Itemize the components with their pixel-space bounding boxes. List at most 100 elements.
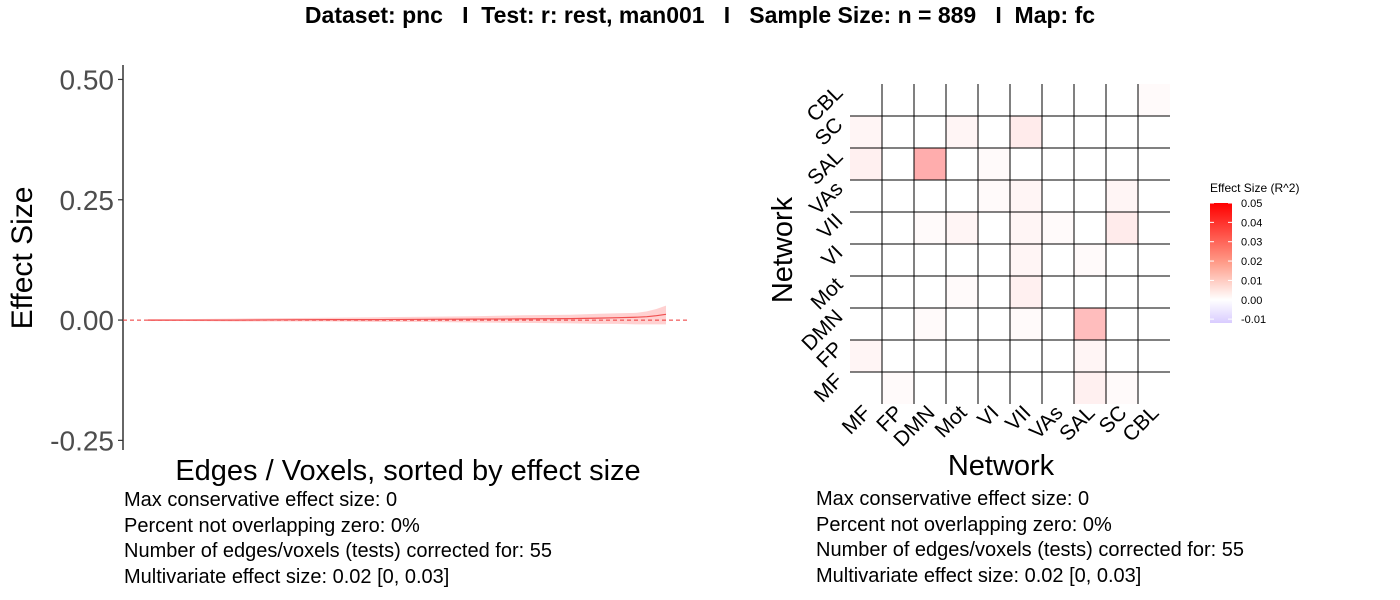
right-stats: Max conservative effect size: 0 Percent … [816, 487, 1244, 589]
heatmap-cell [1074, 308, 1106, 340]
heatmap-cell [850, 116, 882, 148]
heatmap-cell [1074, 84, 1106, 116]
heatmap-cell [1138, 244, 1170, 276]
heatmap-cell [1106, 148, 1138, 180]
heatmap-cell [1042, 180, 1074, 212]
legend-tick-label: 0.03 [1241, 237, 1262, 249]
heatmap-cell [946, 340, 978, 372]
heatmap-cell [850, 244, 882, 276]
heatmap-cell [914, 148, 946, 180]
heatmap-cell [850, 308, 882, 340]
heatmap-cell [882, 116, 914, 148]
heatmap-cells [850, 84, 1170, 404]
heatmap-cell [1074, 180, 1106, 212]
right-stat-multivariate: Multivariate effect size: 0.02 [0, 0.03] [816, 564, 1142, 587]
heatmap-cell [1042, 212, 1074, 244]
heatmap-cell [882, 148, 914, 180]
heatmap-cell [946, 276, 978, 308]
y-tick-label: -0.25 [50, 425, 114, 456]
heatmap-cell [914, 244, 946, 276]
heatmap-cell [978, 84, 1010, 116]
heatmap-x-tick-label: SAL [1055, 401, 1099, 445]
heatmap-cell [1010, 372, 1042, 404]
heatmap-cell [914, 372, 946, 404]
chart-title: Dataset: pnc I Test: r: rest, man001 I S… [304, 2, 1096, 28]
left-stats: Max conservative effect size: 0 Percent … [124, 488, 552, 590]
heatmap-cell [978, 180, 1010, 212]
legend-tick-label: 0.01 [1241, 275, 1262, 287]
heatmap-cell [1010, 340, 1042, 372]
color-legend: 0.05 0.04 0.03 0.02 0.01 0.00 -0.01 [1210, 198, 1266, 326]
heatmap-cell [882, 372, 914, 404]
heatmap-cell [1138, 372, 1170, 404]
heatmap-cell [1138, 212, 1170, 244]
heatmap-cell [1010, 180, 1042, 212]
x-axis-label: Edges / Voxels, sorted by effect size [175, 455, 640, 487]
heatmap-cell [978, 148, 1010, 180]
heatmap-cell [850, 340, 882, 372]
heatmap-x-axis-label: Network [948, 450, 1055, 482]
legend-tick-label: 0.02 [1241, 256, 1262, 268]
heatmap-cell [882, 340, 914, 372]
heatmap-cell [882, 180, 914, 212]
heatmap-cell [914, 276, 946, 308]
heatmap-cell [1042, 116, 1074, 148]
heatmap-cell [1106, 340, 1138, 372]
heatmap-cell [1106, 372, 1138, 404]
heatmap-cell [946, 212, 978, 244]
heatmap-cell [882, 84, 914, 116]
heatmap-cell [1042, 276, 1074, 308]
heatmap-cell [1106, 276, 1138, 308]
heatmap-cell [1106, 308, 1138, 340]
y-tick-label: 0.25 [60, 185, 115, 216]
heatmap-cell [1074, 340, 1106, 372]
heatmap-cell [1010, 276, 1042, 308]
heatmap-x-tick-label: MF [838, 401, 876, 439]
heatmap-cell [978, 276, 1010, 308]
effect-size-plot: 0.50 0.25 0.00 -0.25 Effect Size Edges / Vo… [6, 64, 690, 487]
left-stat-num-tests: Number of edges/voxels (tests) corrected… [124, 540, 552, 562]
heatmap-cell [882, 212, 914, 244]
heatmap-cell [946, 372, 978, 404]
heatmap-x-tick-label: CBL [1118, 401, 1163, 446]
heatmap-cell [850, 372, 882, 404]
heatmap-cell [914, 308, 946, 340]
heatmap-cell [1042, 308, 1074, 340]
heatmap-cell [946, 148, 978, 180]
heatmap-x-tick-label: VI [973, 401, 1003, 431]
heatmap-cell [1042, 372, 1074, 404]
heatmap-cell [1010, 148, 1042, 180]
heatmap-cell [946, 84, 978, 116]
heatmap-cell [850, 148, 882, 180]
right-stat-percent-not-overlapping: Percent not overlapping zero: 0% [816, 513, 1112, 536]
heatmap-cell [1074, 148, 1106, 180]
heatmap-cell [1138, 148, 1170, 180]
heatmap-cell [1138, 84, 1170, 116]
heatmap-cell [914, 84, 946, 116]
heatmap-y-tick-label: MF [810, 369, 848, 407]
heatmap-cell [946, 308, 978, 340]
heatmap-cell [850, 180, 882, 212]
heatmap-cell [978, 372, 1010, 404]
heatmap-cell [1106, 212, 1138, 244]
heatmap-cell [1074, 276, 1106, 308]
heatmap-cell [946, 180, 978, 212]
legend-tick-label: -0.01 [1241, 314, 1266, 326]
heatmap-cell [1010, 116, 1042, 148]
heatmap-cell [882, 244, 914, 276]
heatmap-cell [1106, 180, 1138, 212]
heatmap-cell [850, 276, 882, 308]
heatmap-cell [1010, 244, 1042, 276]
heatmap-cell [1042, 148, 1074, 180]
legend-tick-label: 0.05 [1241, 198, 1262, 210]
heatmap-cell [1042, 244, 1074, 276]
heatmap-cell [914, 212, 946, 244]
right-stat-max-conservative: Max conservative effect size: 0 [816, 488, 1090, 510]
legend-ticks: 0.05 0.04 0.03 0.02 0.01 0.00 -0.01 [1210, 198, 1266, 326]
heatmap-cell [978, 340, 1010, 372]
heatmap-cell [882, 276, 914, 308]
heatmap-gridlines [850, 84, 1170, 404]
heatmap-cell [1074, 116, 1106, 148]
